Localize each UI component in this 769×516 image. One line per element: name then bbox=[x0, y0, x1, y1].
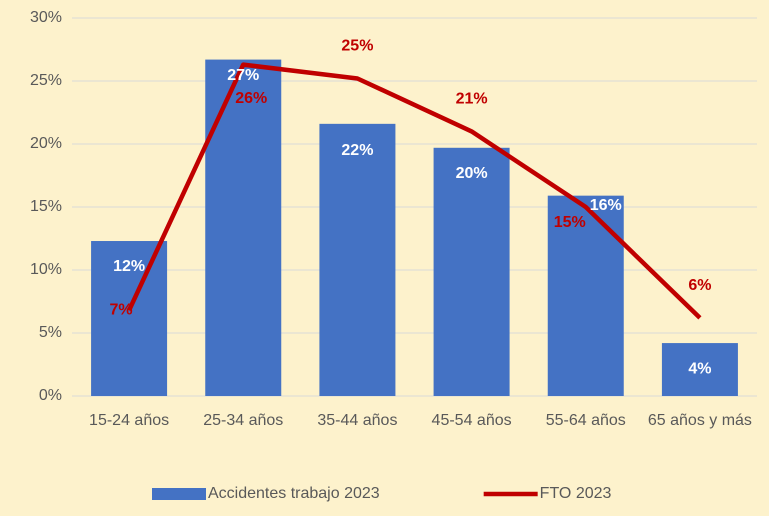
data-label: 20% bbox=[456, 165, 488, 182]
x-tick-label: 45-54 años bbox=[431, 412, 512, 429]
legend-swatch bbox=[152, 488, 206, 500]
data-label: 15% bbox=[554, 214, 586, 231]
y-tick-label: 5% bbox=[39, 324, 62, 341]
x-tick-label: 55-64 años bbox=[545, 412, 626, 429]
x-tick-label: 25-34 años bbox=[203, 412, 284, 429]
data-label: 4% bbox=[688, 360, 711, 377]
data-label: 26% bbox=[235, 90, 267, 107]
bar bbox=[661, 343, 738, 396]
data-label: 7% bbox=[110, 302, 133, 319]
legend-label: Accidentes trabajo 2023 bbox=[208, 485, 380, 502]
y-tick-label: 10% bbox=[30, 261, 62, 278]
y-tick-label: 0% bbox=[39, 387, 62, 404]
line bbox=[127, 62, 702, 320]
bar bbox=[433, 147, 510, 396]
data-label: 22% bbox=[341, 142, 373, 159]
y-tick-label: 30% bbox=[30, 9, 62, 26]
data-label: 25% bbox=[341, 38, 373, 55]
x-tick-label: 15-24 años bbox=[89, 412, 170, 429]
x-tick-label: 35-44 años bbox=[317, 412, 398, 429]
y-tick-label: 25% bbox=[30, 72, 62, 89]
data-label: 21% bbox=[456, 91, 488, 108]
legend-label: FTO 2023 bbox=[540, 485, 612, 502]
x-tick-label: 65 años y más bbox=[647, 412, 752, 429]
data-label: 6% bbox=[688, 277, 711, 294]
data-label: 27% bbox=[227, 67, 259, 84]
bar bbox=[205, 59, 282, 397]
y-tick-label: 15% bbox=[30, 198, 62, 215]
data-label: 12% bbox=[113, 258, 145, 275]
data-label: 16% bbox=[590, 197, 622, 214]
bar bbox=[319, 123, 396, 396]
y-tick-label: 20% bbox=[30, 135, 62, 152]
bar bbox=[91, 241, 168, 396]
